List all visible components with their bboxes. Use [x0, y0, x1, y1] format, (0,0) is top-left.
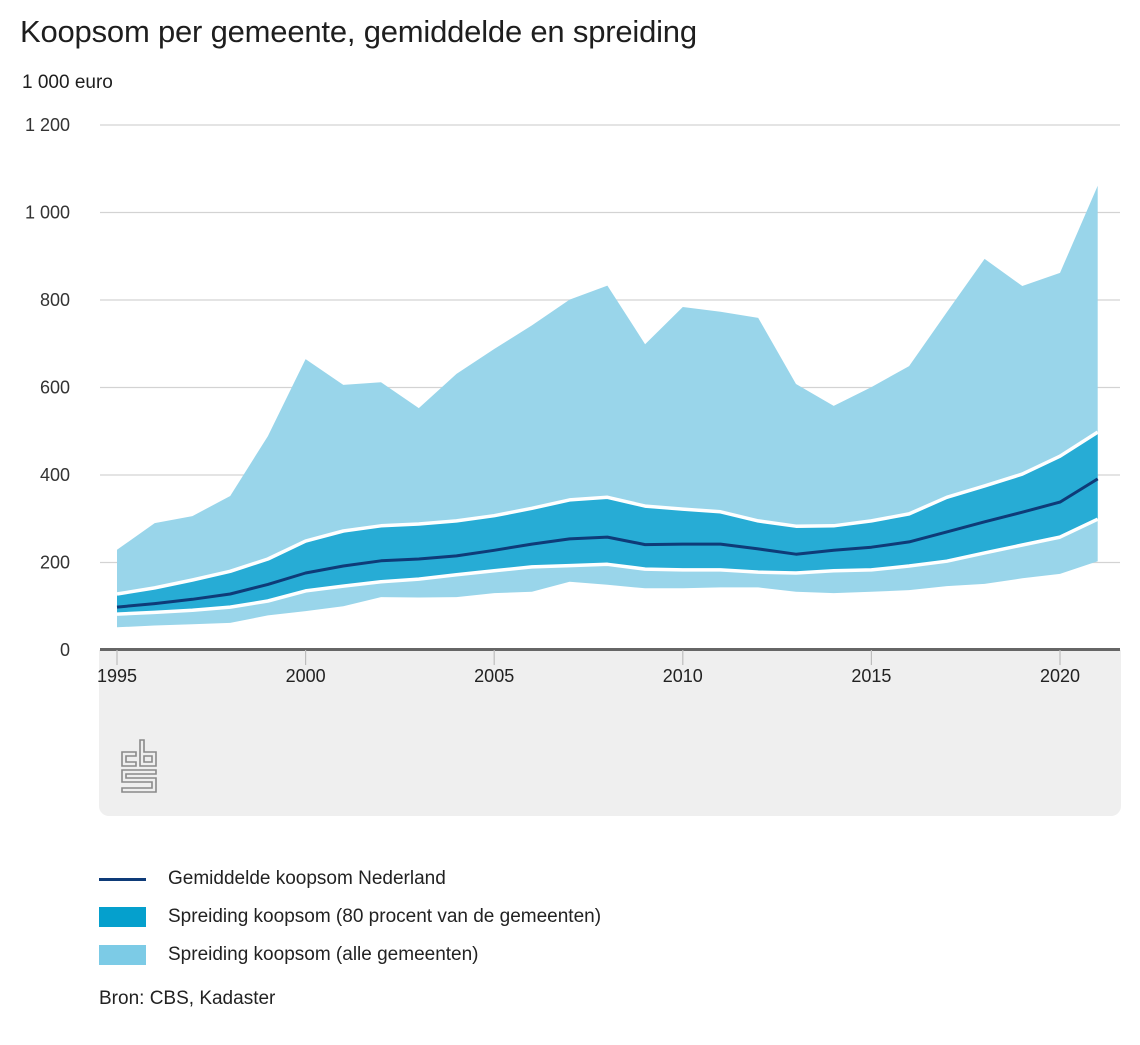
cbs-logo-icon: [121, 739, 157, 793]
chart-title: Koopsom per gemeente, gemiddelde en spre…: [20, 14, 697, 49]
x-tick-label: 2005: [474, 666, 514, 686]
x-tick-label: 2020: [1040, 666, 1080, 686]
area-80-percent: [117, 432, 1098, 615]
y-tick-label: 0: [60, 640, 70, 660]
legend-swatch-line: [99, 877, 146, 881]
legend-label: Spreiding koopsom (80 procent van de gem…: [168, 906, 602, 927]
band-80-lower-edge: [116, 517, 1099, 616]
y-axis-unit-label: 1 000 euro: [22, 72, 113, 93]
x-axis-ticks: 1995 2000 2005 2010 2015 2020: [97, 650, 1080, 686]
chart-areas: [116, 185, 1099, 628]
y-tick-label: 1 000: [25, 203, 70, 223]
y-tick-label: 400: [40, 465, 70, 485]
y-tick-label: 200: [40, 553, 70, 573]
chart-legend: Gemiddelde koopsom Nederland Spreiding k…: [99, 860, 601, 974]
legend-item-band-80[interactable]: Spreiding koopsom (80 procent van de gem…: [99, 898, 601, 936]
legend-item-mean[interactable]: Gemiddelde koopsom Nederland: [99, 860, 601, 898]
legend-item-band-all[interactable]: Spreiding koopsom (alle gemeenten): [99, 936, 601, 974]
x-tick-label: 2010: [663, 666, 703, 686]
band-80-upper-edge: [116, 430, 1099, 596]
x-tick-label: 2015: [851, 666, 891, 686]
x-tick-label: 1995: [97, 666, 137, 686]
source-note: Bron: CBS, Kadaster: [99, 988, 276, 1009]
chart-plot: 0 200 400 600 800 1 000 1 200 1995 2000 2005 2010…: [25, 115, 1120, 686]
mean-line: [116, 477, 1099, 609]
y-tick-label: 600: [40, 378, 70, 398]
y-tick-label: 1 200: [25, 115, 70, 135]
y-axis-ticks: 0 200 400 600 800 1 000 1 200: [25, 115, 70, 660]
legend-label: Spreiding koopsom (alle gemeenten): [168, 944, 479, 965]
legend-label: Gemiddelde koopsom Nederland: [168, 868, 446, 889]
legend-swatch-box: [99, 907, 146, 927]
x-axis-panel: [99, 650, 1121, 816]
legend-swatch-box: [99, 945, 146, 965]
y-tick-label: 800: [40, 290, 70, 310]
x-tick-label: 2000: [286, 666, 326, 686]
area-all-municipalities: [117, 185, 1098, 628]
